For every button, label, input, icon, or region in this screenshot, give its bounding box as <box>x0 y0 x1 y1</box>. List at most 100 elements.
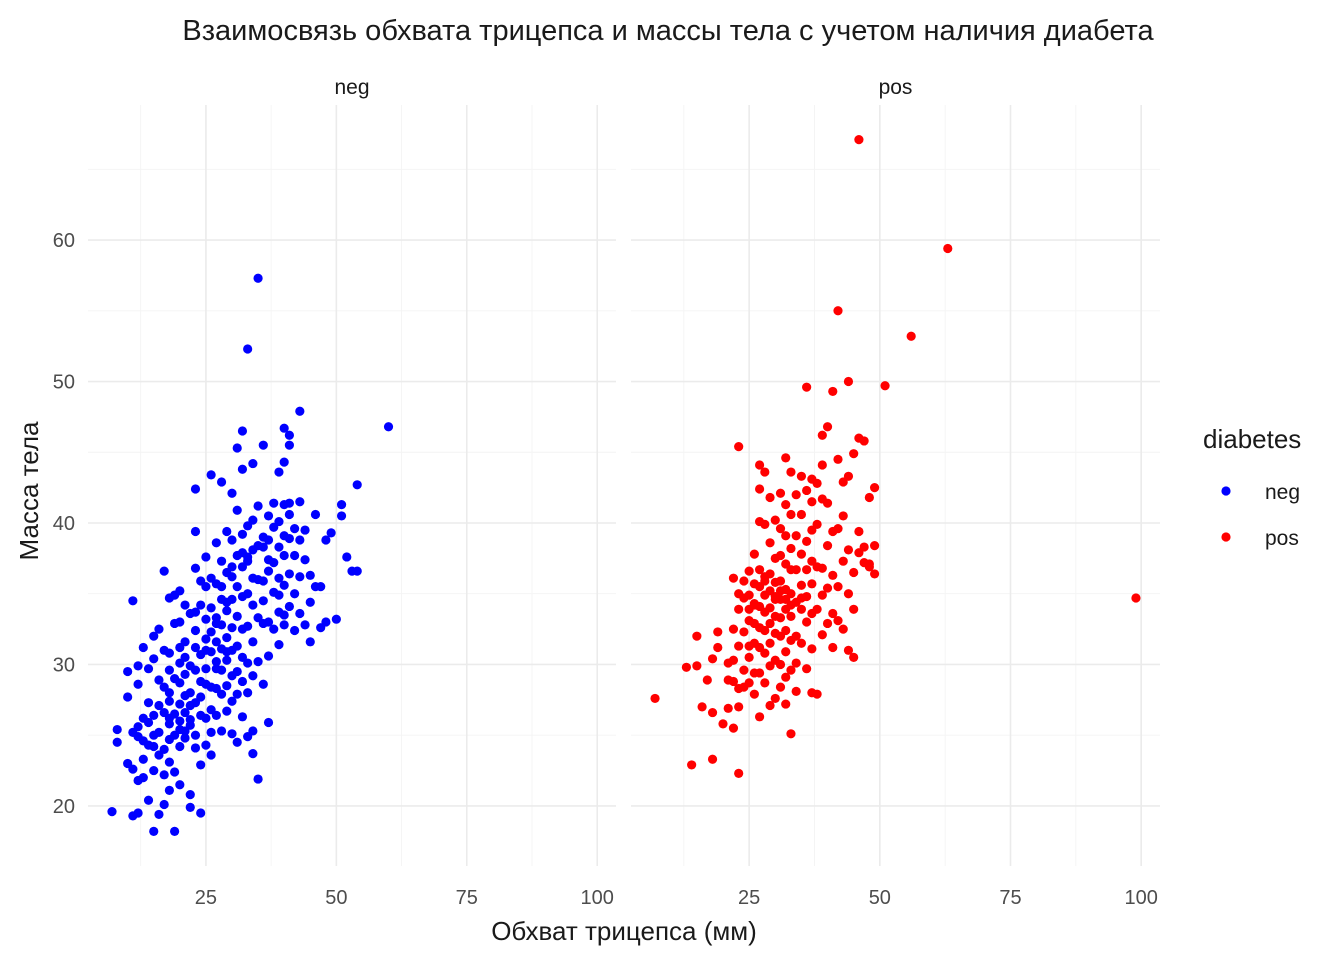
data-point <box>201 740 211 750</box>
data-point <box>316 582 326 592</box>
data-point <box>833 454 843 464</box>
data-point <box>253 501 263 511</box>
data-point <box>154 675 164 685</box>
data-point <box>305 597 315 607</box>
data-point <box>775 576 786 586</box>
data-point <box>196 760 206 770</box>
data-point <box>786 665 796 675</box>
data-point <box>243 589 253 599</box>
data-point <box>237 676 248 687</box>
data-point <box>175 617 185 627</box>
data-point <box>692 631 702 641</box>
data-point <box>859 542 869 552</box>
data-point <box>295 406 305 416</box>
data-point <box>880 381 890 391</box>
data-point <box>222 606 232 616</box>
data-point <box>290 589 300 599</box>
data-point <box>112 737 122 747</box>
data-point <box>128 596 138 606</box>
data-point <box>206 470 216 480</box>
legend-key-neg <box>1221 486 1231 496</box>
data-point <box>744 678 754 688</box>
data-point <box>248 637 258 647</box>
data-point <box>237 529 248 539</box>
data-point <box>159 770 169 780</box>
data-point <box>143 664 154 674</box>
data-point <box>216 665 227 675</box>
data-point <box>828 608 838 619</box>
data-point <box>812 519 822 530</box>
data-point <box>216 582 227 592</box>
data-point <box>269 624 279 634</box>
data-point <box>295 608 305 619</box>
data-point <box>227 696 237 706</box>
data-point <box>817 630 827 640</box>
data-point <box>718 719 728 729</box>
data-point <box>175 586 185 596</box>
data-point <box>300 525 310 535</box>
data-point <box>734 702 744 712</box>
data-point <box>770 693 780 704</box>
data-point <box>817 590 827 600</box>
data-point <box>796 604 807 614</box>
data-point <box>201 664 211 674</box>
data-point <box>164 665 174 675</box>
data-point <box>196 600 206 610</box>
data-point <box>765 618 775 629</box>
data-point <box>707 707 718 718</box>
data-point <box>243 344 253 354</box>
data-point <box>149 631 159 641</box>
data-point <box>838 511 848 521</box>
data-point <box>775 659 786 670</box>
data-point <box>164 757 174 767</box>
data-point <box>765 492 775 503</box>
data-point <box>295 535 305 545</box>
data-point <box>284 569 294 579</box>
y-tick-label: 60 <box>53 230 75 252</box>
data-point <box>138 642 148 653</box>
data-point <box>749 549 759 559</box>
data-point <box>216 477 227 487</box>
data-point <box>201 552 211 562</box>
data-point <box>786 589 796 599</box>
data-point <box>143 717 154 728</box>
data-point <box>263 511 274 521</box>
data-point <box>796 638 807 648</box>
data-point <box>713 642 723 653</box>
data-point <box>248 726 258 736</box>
data-point <box>185 790 195 800</box>
data-point <box>838 556 848 566</box>
x-axis-title: Обхват трицепса (мм) <box>491 916 757 946</box>
data-point <box>295 572 305 582</box>
data-point <box>279 423 289 433</box>
data-point <box>775 524 786 534</box>
data-point <box>760 648 770 658</box>
data-point <box>802 536 812 546</box>
data-point <box>133 808 143 818</box>
data-point <box>728 573 739 583</box>
data-point <box>786 543 796 554</box>
data-point <box>760 576 770 586</box>
x-tick-label: 50 <box>869 887 891 909</box>
data-point <box>274 573 284 583</box>
data-point <box>284 498 294 508</box>
data-point <box>190 743 201 753</box>
legend: diabetes neg pos <box>1203 424 1301 550</box>
data-point <box>781 647 791 657</box>
data-point <box>713 627 723 637</box>
x-tick-label: 25 <box>738 887 760 909</box>
data-point <box>833 524 843 534</box>
data-point <box>791 658 801 668</box>
data-point <box>321 535 331 545</box>
y-tick-label: 50 <box>53 372 75 394</box>
data-point <box>237 712 248 722</box>
data-point <box>833 582 843 592</box>
data-point <box>232 505 242 515</box>
data-point <box>775 550 786 561</box>
data-point <box>765 538 775 548</box>
data-point <box>781 531 791 541</box>
data-point <box>143 698 154 708</box>
data-point <box>843 645 854 655</box>
data-point <box>243 552 253 562</box>
